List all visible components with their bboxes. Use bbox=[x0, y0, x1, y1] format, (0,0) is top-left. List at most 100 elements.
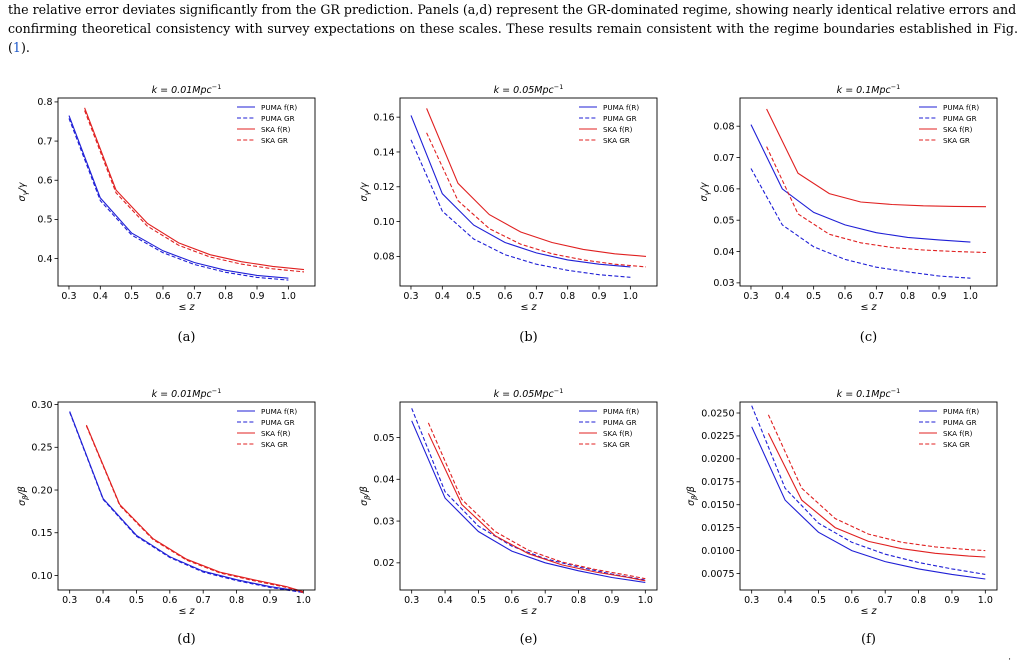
chart-panel-d: k = 0.01Mpc−1 0.3 0.4 0.5 0.6 0.7 0.8 0.9 1.0 ≤ z… bbox=[0, 384, 323, 620]
y-tick-label: 0.12 bbox=[373, 182, 394, 193]
x-tick-label: 0.5 bbox=[129, 595, 144, 606]
y-tick-label: 0.20 bbox=[31, 485, 52, 496]
chart-panel-a: k = 0.01Mpc−1 0.3 0.4 0.5 0.6 0.7 0.8 0.9 1.0 ≤ z… bbox=[0, 80, 323, 316]
chart-legend: PUMA f(R) PUMA GR SKA f(R) SKA GR bbox=[237, 103, 297, 145]
x-tick-label: 0.8 bbox=[911, 595, 926, 606]
x-tick-label: 0.7 bbox=[196, 595, 211, 606]
series-line-ska-gr bbox=[766, 146, 987, 254]
x-tick-label: 0.6 bbox=[504, 595, 519, 606]
x-tick-label: 0.4 bbox=[96, 595, 111, 606]
y-tick-label: 0.05 bbox=[713, 216, 734, 227]
y-tick-label: 0.5 bbox=[37, 215, 52, 226]
y-axis-label: σβ/β bbox=[17, 486, 30, 506]
y-tick-label: 0.06 bbox=[713, 184, 734, 195]
panel-label-a: (a) bbox=[177, 330, 196, 345]
y-tick-label: 0.0125 bbox=[701, 523, 734, 534]
x-tick-label: 0.6 bbox=[844, 595, 859, 606]
legend-entry: SKA f(R) bbox=[261, 429, 291, 438]
x-tick-label: 0.9 bbox=[249, 291, 264, 302]
x-tick-label: 0.4 bbox=[775, 291, 790, 302]
x-tick-label: 0.3 bbox=[743, 291, 758, 302]
series-line-ska-gr bbox=[84, 110, 305, 273]
series-line-puma-gr bbox=[69, 412, 304, 594]
legend-entry: SKA GR bbox=[943, 136, 970, 145]
legend-entry: SKA f(R) bbox=[943, 429, 973, 438]
x-tick-label: 0.3 bbox=[403, 291, 418, 302]
panel-label-d: (d) bbox=[177, 632, 196, 647]
series-line-ska-f-r- bbox=[766, 108, 987, 208]
x-tick-label: 0.4 bbox=[435, 291, 450, 302]
x-tick-label: 1.0 bbox=[281, 291, 296, 302]
x-tick-label: 1.0 bbox=[623, 291, 638, 302]
series-line-puma-gr bbox=[68, 118, 289, 281]
y-tick-label: 0.02 bbox=[373, 558, 394, 569]
y-axis-label: σβ/β bbox=[359, 486, 372, 506]
y-axis-label: σβ/β bbox=[686, 486, 699, 506]
x-tick-label: 1.0 bbox=[963, 291, 978, 302]
x-tick-label: 0.7 bbox=[187, 291, 202, 302]
x-tick-label: 0.7 bbox=[878, 595, 893, 606]
x-tick-label: 0.6 bbox=[837, 291, 852, 302]
legend-entry: SKA f(R) bbox=[261, 125, 291, 134]
legend-entry: SKA f(R) bbox=[603, 429, 633, 438]
legend-entry: SKA GR bbox=[603, 440, 630, 449]
legend-entry: PUMA GR bbox=[261, 418, 295, 427]
x-tick-label: 1.0 bbox=[638, 595, 653, 606]
axes-frame bbox=[399, 401, 658, 591]
y-tick-label: 0.04 bbox=[713, 247, 734, 258]
legend-entry: PUMA f(R) bbox=[603, 103, 639, 112]
legend-entry: PUMA f(R) bbox=[943, 103, 979, 112]
series-line-ska-f-r- bbox=[767, 432, 986, 558]
y-tick-label: 0.03 bbox=[713, 278, 734, 289]
legend-entry: SKA GR bbox=[943, 440, 970, 449]
axes-frame bbox=[57, 97, 316, 287]
y-tick-label: 0.7 bbox=[37, 136, 52, 147]
x-tick-label: 0.4 bbox=[93, 291, 108, 302]
y-tick-label: 0.08 bbox=[373, 252, 394, 263]
figure-reference-link[interactable]: 1 bbox=[12, 40, 21, 55]
chart-panel-c: k = 0.1Mpc−1 0.3 0.4 0.5 0.6 0.7 0.8 0.9 1.0 ≤ z 0… bbox=[680, 80, 1005, 316]
y-tick-label: 0.07 bbox=[713, 153, 734, 164]
legend-entry: PUMA f(R) bbox=[261, 407, 297, 416]
chart-panel-b: k = 0.05Mpc−1 0.3 0.4 0.5 0.6 0.7 0.8 0.9 1.0 ≤ z… bbox=[340, 80, 665, 316]
y-tick-label: 0.0225 bbox=[701, 431, 734, 442]
axes-frame bbox=[57, 401, 316, 591]
y-axis-label: σγ/γ bbox=[17, 181, 30, 201]
x-tick-label: 0.6 bbox=[162, 595, 177, 606]
chart-title: k = 0.1Mpc−1 bbox=[837, 387, 901, 400]
series-line-puma-f-r- bbox=[411, 420, 646, 584]
chart-svg-a: k = 0.01Mpc−1 0.3 0.4 0.5 0.6 0.7 0.8 0.9 1.0 ≤ z… bbox=[17, 83, 316, 313]
panel-label-c: (c) bbox=[859, 330, 878, 345]
x-tick-label: 0.3 bbox=[62, 595, 77, 606]
series-line-puma-gr bbox=[410, 139, 631, 278]
chart-svg-d: k = 0.01Mpc−1 0.3 0.4 0.5 0.6 0.7 0.8 0.9 1.0 ≤ z… bbox=[17, 387, 316, 617]
series-line-puma-gr bbox=[411, 408, 646, 581]
series-line-puma-f-r- bbox=[410, 115, 631, 268]
x-tick-label: 0.5 bbox=[806, 291, 821, 302]
y-tick-label: 0.0150 bbox=[701, 500, 734, 511]
series-line-puma-f-r- bbox=[68, 115, 289, 279]
x-tick-label: 0.9 bbox=[262, 595, 277, 606]
x-tick-label: 0.5 bbox=[811, 595, 826, 606]
x-tick-label: 0.5 bbox=[471, 595, 486, 606]
series-line-ska-f-r- bbox=[84, 107, 305, 271]
x-tick-label: 0.7 bbox=[538, 595, 553, 606]
x-tick-label: 0.6 bbox=[155, 291, 170, 302]
series-line-ska-f-r- bbox=[85, 424, 304, 593]
chart-title: k = 0.01Mpc−1 bbox=[152, 83, 222, 96]
y-tick-label: 0.30 bbox=[31, 400, 52, 411]
chart-panel-e: k = 0.05Mpc−1 0.3 0.4 0.5 0.6 0.7 0.8 0.9 1.0 ≤ z… bbox=[340, 384, 665, 620]
x-axis-label: ≤ z bbox=[861, 302, 878, 313]
x-tick-label: 0.8 bbox=[218, 291, 233, 302]
legend-entry: SKA GR bbox=[261, 440, 288, 449]
x-tick-label: 0.7 bbox=[869, 291, 884, 302]
x-axis-label: ≤ z bbox=[521, 606, 538, 617]
panel-label-f: (f) bbox=[861, 632, 876, 647]
caption-line-1: the relative error deviates significantl… bbox=[8, 2, 1017, 17]
chart-title: k = 0.01Mpc−1 bbox=[152, 387, 222, 400]
y-tick-label: 0.14 bbox=[373, 147, 394, 158]
legend-entry: PUMA GR bbox=[603, 418, 637, 427]
x-tick-label: 0.4 bbox=[778, 595, 793, 606]
x-axis-label: ≤ z bbox=[179, 302, 196, 313]
y-tick-label: 0.25 bbox=[31, 443, 52, 454]
